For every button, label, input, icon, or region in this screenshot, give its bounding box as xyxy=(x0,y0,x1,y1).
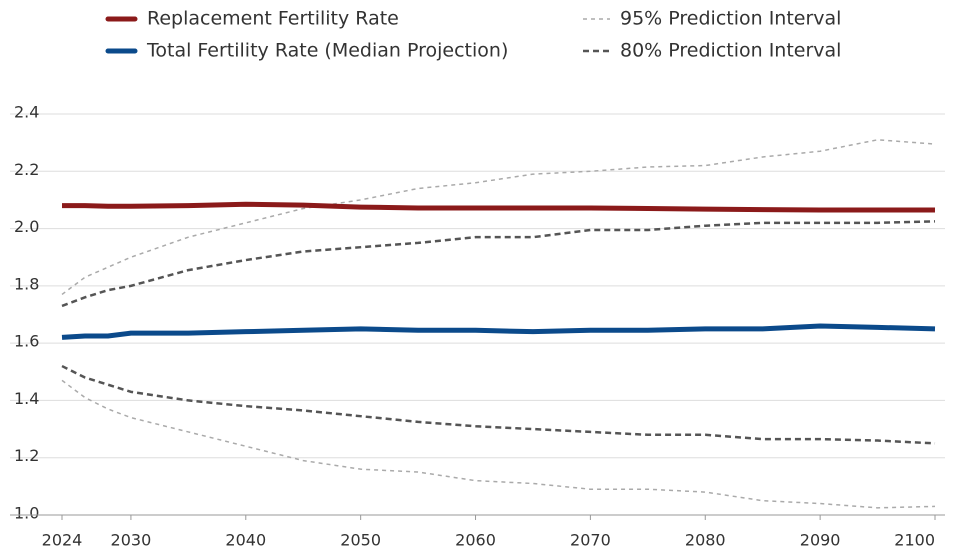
x-tick-label: 2070 xyxy=(570,531,611,550)
legend-label: Replacement Fertility Rate xyxy=(147,8,399,30)
series-line xyxy=(61,323,936,340)
y-tick-label: 1.8 xyxy=(14,274,39,293)
series-line xyxy=(61,379,936,509)
legend-label: 95% Prediction Interval xyxy=(620,8,841,30)
x-tick-label: 2040 xyxy=(225,531,266,550)
x-tick-label: 2024 xyxy=(42,531,83,550)
y-tick-label: 2.2 xyxy=(14,160,39,179)
series-line xyxy=(62,201,935,213)
x-tick-label: 2050 xyxy=(340,531,381,550)
y-tick-label: 1.0 xyxy=(14,504,39,523)
y-tick-label: 1.4 xyxy=(14,389,39,408)
y-tick-label: 2.4 xyxy=(14,103,39,122)
legend-label: Total Fertility Rate (Median Projection) xyxy=(146,40,508,62)
y-tick-label: 2.0 xyxy=(14,217,39,236)
series-line xyxy=(61,139,936,296)
x-tick-label: 2090 xyxy=(800,531,841,550)
series-line xyxy=(61,220,936,308)
legend-label: 80% Prediction Interval xyxy=(620,40,841,62)
y-tick-label: 1.6 xyxy=(14,332,39,351)
x-tick-label: 2060 xyxy=(455,531,496,550)
series-line xyxy=(61,364,936,445)
y-tick-label: 1.2 xyxy=(14,446,39,465)
x-tick-label: 2100 xyxy=(894,531,935,550)
x-tick-label: 2080 xyxy=(685,531,726,550)
x-tick-label: 2030 xyxy=(111,531,152,550)
